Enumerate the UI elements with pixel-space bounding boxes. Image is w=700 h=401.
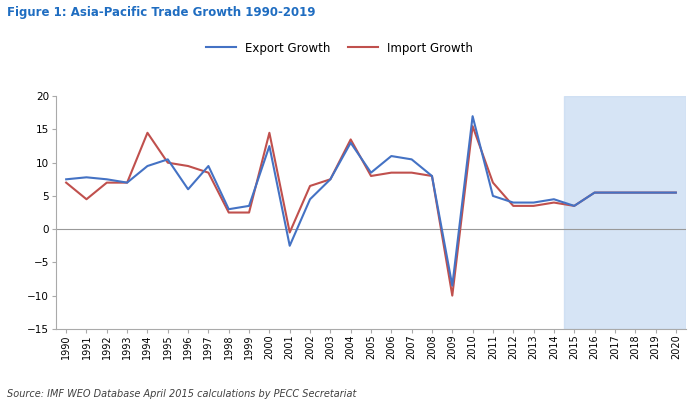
Import Growth — [570, 203, 578, 208]
Export Growth — [529, 200, 538, 205]
Export Growth — [123, 180, 132, 185]
Import Growth — [306, 184, 314, 188]
Line: Import Growth: Import Growth — [66, 126, 676, 296]
Import Growth — [62, 180, 71, 185]
Export Growth — [610, 190, 619, 195]
Import Growth — [326, 177, 335, 182]
Export Growth — [144, 164, 152, 168]
Export Growth — [306, 197, 314, 202]
Export Growth — [83, 175, 91, 180]
Export Growth — [62, 177, 71, 182]
Import Growth — [509, 203, 517, 208]
Export Growth — [387, 154, 395, 158]
Export Growth — [489, 194, 497, 198]
Import Growth — [286, 230, 294, 235]
Export Growth — [286, 243, 294, 248]
Import Growth — [144, 130, 152, 135]
Export Growth — [671, 190, 680, 195]
Import Growth — [590, 190, 598, 195]
Import Growth — [83, 197, 91, 202]
Export Growth — [570, 203, 578, 208]
Export Growth — [448, 283, 456, 288]
Export Growth — [184, 187, 192, 192]
Import Growth — [184, 164, 192, 168]
Text: Source: IMF WEO Database April 2015 calculations by PECC Secretariat: Source: IMF WEO Database April 2015 calc… — [7, 389, 356, 399]
Import Growth — [367, 174, 375, 178]
Import Growth — [671, 190, 680, 195]
Import Growth — [245, 210, 253, 215]
Import Growth — [468, 124, 477, 129]
Import Growth — [529, 203, 538, 208]
Import Growth — [631, 190, 639, 195]
Export Growth — [346, 140, 355, 145]
Export Growth — [245, 203, 253, 208]
Import Growth — [265, 130, 274, 135]
Export Growth — [326, 177, 335, 182]
Import Growth — [428, 174, 436, 178]
Export Growth — [103, 177, 111, 182]
Export Growth — [590, 190, 598, 195]
Export Growth — [631, 190, 639, 195]
Export Growth — [407, 157, 416, 162]
Export Growth — [550, 197, 558, 202]
Export Growth — [367, 170, 375, 175]
Import Growth — [407, 170, 416, 175]
Import Growth — [204, 170, 213, 175]
Import Growth — [610, 190, 619, 195]
Export Growth — [651, 190, 659, 195]
Import Growth — [225, 210, 233, 215]
Import Growth — [164, 160, 172, 165]
Import Growth — [651, 190, 659, 195]
Export Growth — [164, 157, 172, 162]
Import Growth — [387, 170, 395, 175]
Bar — [564, 96, 686, 329]
Export Growth — [428, 174, 436, 178]
Export Growth — [204, 164, 213, 168]
Import Growth — [123, 180, 132, 185]
Legend: Export Growth, Import Growth: Export Growth, Import Growth — [202, 37, 477, 59]
Line: Export Growth: Export Growth — [66, 116, 676, 286]
Import Growth — [489, 180, 497, 185]
Export Growth — [265, 144, 274, 148]
Import Growth — [103, 180, 111, 185]
Export Growth — [225, 207, 233, 212]
Import Growth — [550, 200, 558, 205]
Import Growth — [346, 137, 355, 142]
Text: Figure 1: Asia-Pacific Trade Growth 1990-2019: Figure 1: Asia-Pacific Trade Growth 1990… — [7, 6, 316, 19]
Export Growth — [468, 114, 477, 119]
Export Growth — [509, 200, 517, 205]
Import Growth — [448, 293, 456, 298]
